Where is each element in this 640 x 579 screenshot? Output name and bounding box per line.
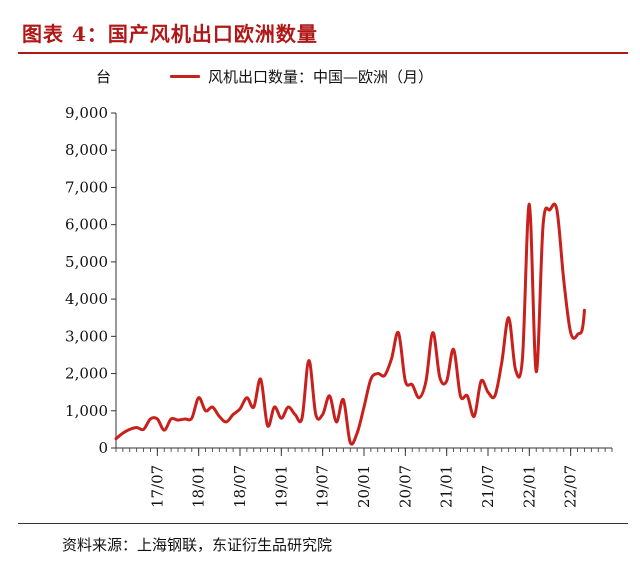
chart-title: 图表 4：国产风机出口欧洲数量: [22, 22, 318, 46]
title-rule: [18, 52, 628, 54]
y-tick-label: 3,000: [65, 327, 108, 345]
x-tick-label: 18/07: [231, 465, 249, 508]
y-tick-label: 7,000: [65, 178, 108, 196]
x-tick-label: 20/07: [396, 465, 414, 508]
x-tick-label: 19/01: [272, 465, 290, 508]
y-tick-label: 6,000: [65, 216, 108, 234]
x-tick-label: 22/01: [520, 465, 538, 508]
x-tick-label: 21/01: [438, 465, 456, 508]
y-tick-label: 8,000: [65, 141, 108, 159]
y-tick-label: 4,000: [65, 290, 108, 308]
x-tick-label: 19/07: [314, 465, 332, 508]
legend-label: 风机出口数量：中国—欧洲（月）: [208, 68, 434, 86]
x-tick-label: 21/07: [479, 465, 497, 508]
x-tick-label: 20/01: [355, 465, 373, 508]
y-tick-label: 1,000: [65, 402, 108, 420]
series-line: [114, 202, 586, 446]
source-note: 资料来源：上海钢联，东证衍生品研究院: [62, 536, 333, 554]
legend: 风机出口数量：中国—欧洲（月）: [170, 66, 433, 87]
y-tick-label: 9,000: [65, 104, 108, 122]
y-tick-label: 5,000: [65, 253, 108, 271]
y-tick-label: 2,000: [65, 365, 108, 383]
x-tick-label: 18/01: [190, 465, 208, 508]
x-tick-label: 22/07: [562, 465, 580, 508]
y-axis-unit-label: 台: [96, 68, 112, 86]
x-tick-label: 17/07: [148, 465, 166, 508]
bottom-rule: [18, 523, 628, 524]
y-tick-label: 0: [98, 439, 108, 457]
legend-swatch: [170, 75, 200, 78]
